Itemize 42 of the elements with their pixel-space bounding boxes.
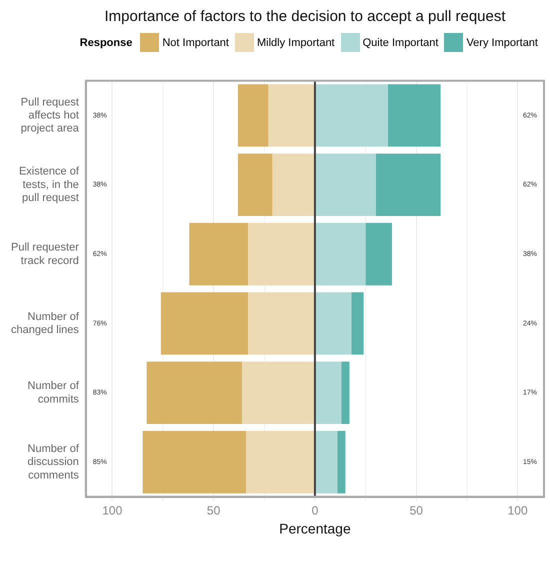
y-tick-label: Number of discussion comments <box>28 442 80 482</box>
bar <box>160 292 248 355</box>
bar <box>248 292 314 355</box>
legend-label: Not Important <box>162 36 229 48</box>
y-tick-label: Existence of tests, in the pull request <box>18 166 80 204</box>
bar <box>238 154 272 216</box>
legend-label: Very Important <box>466 36 538 48</box>
x-tick-label: 50 <box>206 503 221 518</box>
bar <box>315 292 352 355</box>
bar <box>189 222 248 286</box>
bar <box>246 430 314 494</box>
bar <box>238 84 268 147</box>
bar <box>337 430 346 494</box>
bar <box>248 222 314 286</box>
bar <box>146 362 242 424</box>
y-tick-label: Pull request affects hot project area <box>20 96 80 135</box>
bar <box>315 362 342 424</box>
bar <box>242 362 314 424</box>
y-tick-label: Pull requester track record <box>11 242 80 267</box>
x-axis-title: Percentage <box>279 520 351 536</box>
bar <box>351 292 364 355</box>
bar <box>388 84 441 147</box>
x-tick-label: 50 <box>410 503 424 518</box>
x-tick-label: 100 <box>102 503 123 518</box>
bar <box>366 222 392 286</box>
bar <box>315 222 366 286</box>
bar <box>272 154 314 216</box>
x-tick-label: 100 <box>508 503 528 518</box>
y-tick-label: Number of changed lines <box>10 310 80 336</box>
bar <box>315 84 388 147</box>
bar <box>341 362 350 424</box>
chart-title: Importance of factors to the decision to accept a pull request <box>103 8 507 25</box>
legend-label: Mildly Important <box>256 36 335 48</box>
bar <box>268 84 314 147</box>
y-tick-label: Number of commits <box>28 380 80 406</box>
bar <box>142 430 246 494</box>
legend-label: Quite Important <box>362 36 438 48</box>
bar <box>376 154 441 216</box>
legend-title: Response <box>80 36 132 48</box>
x-tick-label: 0 <box>312 503 319 518</box>
bar <box>315 430 338 494</box>
bar <box>315 154 376 216</box>
